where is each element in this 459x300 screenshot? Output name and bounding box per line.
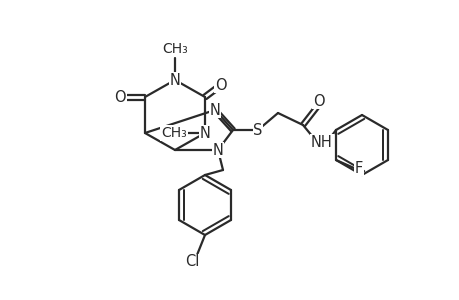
Text: CH₃: CH₃	[161, 126, 186, 140]
Text: NH: NH	[310, 134, 332, 149]
Text: N: N	[199, 125, 210, 140]
Text: O: O	[114, 89, 126, 104]
Text: N: N	[212, 142, 223, 158]
Text: N: N	[209, 103, 220, 118]
Text: Cl: Cl	[185, 254, 199, 269]
Text: O: O	[313, 94, 324, 109]
Text: S: S	[253, 122, 262, 137]
Text: N: N	[169, 73, 180, 88]
Text: CH₃: CH₃	[162, 42, 187, 56]
Text: F: F	[354, 160, 362, 175]
Text: O: O	[215, 77, 226, 92]
